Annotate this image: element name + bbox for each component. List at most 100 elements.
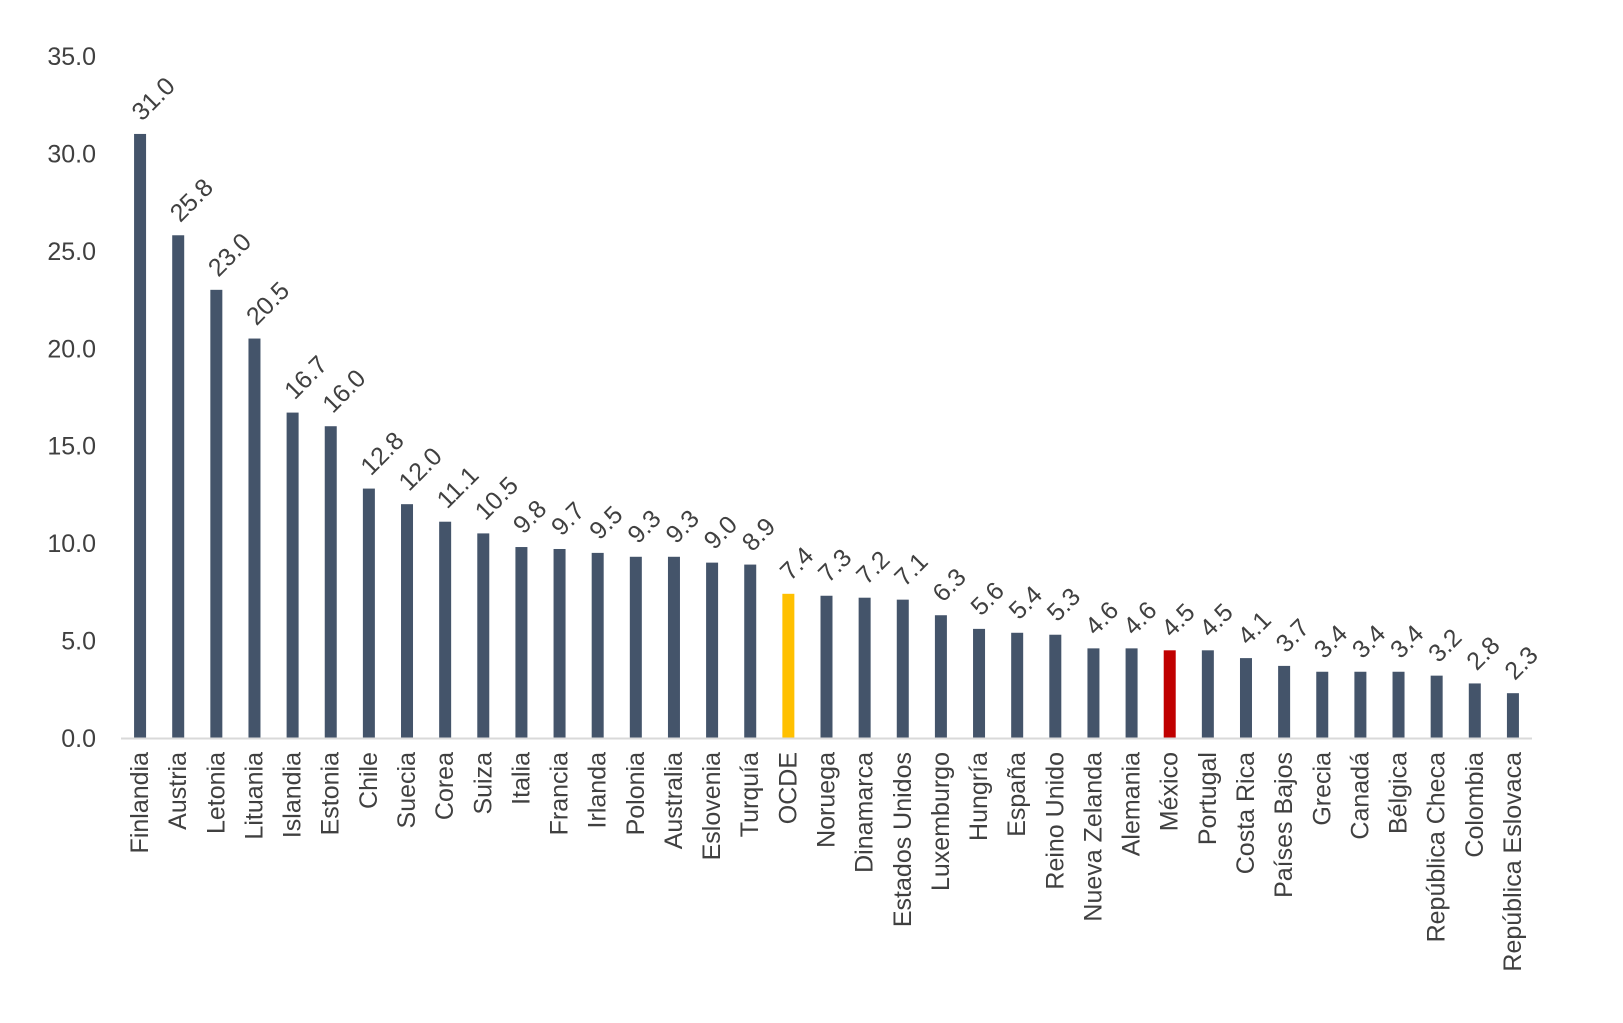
x-tick-label: Polonia xyxy=(622,752,650,835)
x-tick-label: Lituania xyxy=(240,752,268,840)
bar xyxy=(553,548,566,738)
data-label: 20.5 xyxy=(241,277,295,331)
x-tick-label: Italia xyxy=(507,752,535,805)
data-label: 4.1 xyxy=(1232,606,1276,650)
x-tick-label: Chile xyxy=(355,752,383,809)
bar xyxy=(1125,648,1138,738)
bar xyxy=(172,235,185,739)
x-tick-label: Letonia xyxy=(202,752,230,834)
data-label: 9.5 xyxy=(584,501,628,545)
x-tick-label: Bélgica xyxy=(1385,752,1413,834)
data-label: 3.4 xyxy=(1309,620,1353,664)
data-label: 8.9 xyxy=(737,512,781,556)
x-tick-label: Costa Rica xyxy=(1232,752,1260,874)
bar xyxy=(134,133,147,738)
x-tick-label: Reino Unido xyxy=(1041,752,1069,890)
y-tick-label: 10.0 xyxy=(47,530,96,558)
x-tick-label: Colombia xyxy=(1461,752,1489,858)
x-tick-label: Finlandia xyxy=(126,752,154,854)
data-label: 9.3 xyxy=(622,505,666,549)
bar xyxy=(591,552,604,738)
data-label: 4.5 xyxy=(1156,598,1200,642)
data-label: 7.4 xyxy=(775,542,819,586)
bar xyxy=(362,488,375,738)
bar xyxy=(934,615,947,738)
y-tick-label: 15.0 xyxy=(47,433,96,461)
bar xyxy=(1468,683,1481,738)
x-tick-label: México xyxy=(1156,752,1184,831)
data-label: 2.3 xyxy=(1499,641,1543,685)
data-label: 23.0 xyxy=(203,228,257,282)
x-tick-label: Noruega xyxy=(813,752,841,848)
y-tick-label: 35.0 xyxy=(47,43,96,71)
bar xyxy=(782,593,795,738)
bar xyxy=(1354,671,1367,738)
x-tick-label: Suecia xyxy=(393,752,421,829)
x-tick-label: Turquía xyxy=(736,752,764,837)
x-axis-ticks: Finlandia Austria Letonia Lituania Islandia E… xyxy=(126,752,1527,972)
bar xyxy=(1392,671,1405,738)
bars xyxy=(134,133,1519,739)
x-tick-label: Grecia xyxy=(1308,752,1336,826)
data-label: 2.8 xyxy=(1461,631,1505,675)
x-tick-label: Estados Unidos xyxy=(889,752,917,927)
bar xyxy=(896,599,909,738)
x-tick-label: Alemania xyxy=(1118,752,1146,856)
data-label: 5.6 xyxy=(965,577,1009,621)
data-label: 4.5 xyxy=(1194,598,1238,642)
y-tick-label: 25.0 xyxy=(47,238,96,266)
bar xyxy=(1506,693,1519,738)
bar xyxy=(401,504,414,738)
data-label: 4.6 xyxy=(1118,596,1162,640)
bar xyxy=(1278,665,1291,738)
x-tick-label: Francia xyxy=(546,752,574,835)
x-tick-label: Australia xyxy=(660,752,688,849)
x-tick-label: Hungría xyxy=(965,752,993,841)
data-label: 25.8 xyxy=(165,173,219,227)
y-tick-label: 20.0 xyxy=(47,335,96,363)
bar xyxy=(286,412,299,738)
bar xyxy=(1087,648,1100,738)
bar xyxy=(515,547,528,738)
data-label: 9.8 xyxy=(508,495,552,539)
x-tick-label: OCDE xyxy=(774,752,802,824)
bar xyxy=(477,533,490,738)
bar xyxy=(820,595,833,738)
data-label: 3.2 xyxy=(1423,624,1467,668)
y-tick-label: 5.0 xyxy=(61,628,96,656)
y-tick-label: 30.0 xyxy=(47,140,96,168)
bar xyxy=(744,564,757,738)
bar xyxy=(1011,632,1024,738)
data-label: 7.1 xyxy=(889,548,933,592)
data-label: 9.3 xyxy=(660,505,704,549)
x-tick-label: España xyxy=(1003,752,1031,837)
data-label: 9.0 xyxy=(699,510,743,554)
bar xyxy=(1316,671,1329,738)
bar xyxy=(439,521,452,738)
x-tick-label: Eslovenia xyxy=(698,752,726,860)
bar xyxy=(324,426,337,738)
bar xyxy=(1430,675,1443,738)
bar xyxy=(1201,650,1214,738)
data-labels: 31.025.823.020.516.716.012.812.011.110.5… xyxy=(127,72,1544,685)
data-label: 4.6 xyxy=(1080,596,1124,640)
x-tick-label: Luxemburgo xyxy=(927,752,955,891)
data-label: 9.7 xyxy=(546,497,590,541)
y-axis-ticks: 0.0 5.0 10.0 15.0 20.0 25.0 30.0 35.0 xyxy=(47,43,96,753)
bar xyxy=(248,338,261,738)
x-tick-label: Austria xyxy=(164,752,192,830)
bar xyxy=(629,556,642,738)
x-tick-label: Países Bajos xyxy=(1270,752,1298,898)
x-tick-label: Islandia xyxy=(279,752,307,838)
bar xyxy=(1163,650,1176,738)
x-tick-label: Canadá xyxy=(1346,752,1374,840)
x-tick-label: República Checa xyxy=(1423,752,1451,942)
x-tick-label: Corea xyxy=(431,752,459,820)
data-label: 3.4 xyxy=(1347,620,1391,664)
y-tick-label: 0.0 xyxy=(61,725,96,753)
bar xyxy=(706,562,719,738)
bar xyxy=(210,289,223,738)
x-tick-label: República Eslovaca xyxy=(1499,752,1527,972)
bar xyxy=(1049,634,1062,738)
